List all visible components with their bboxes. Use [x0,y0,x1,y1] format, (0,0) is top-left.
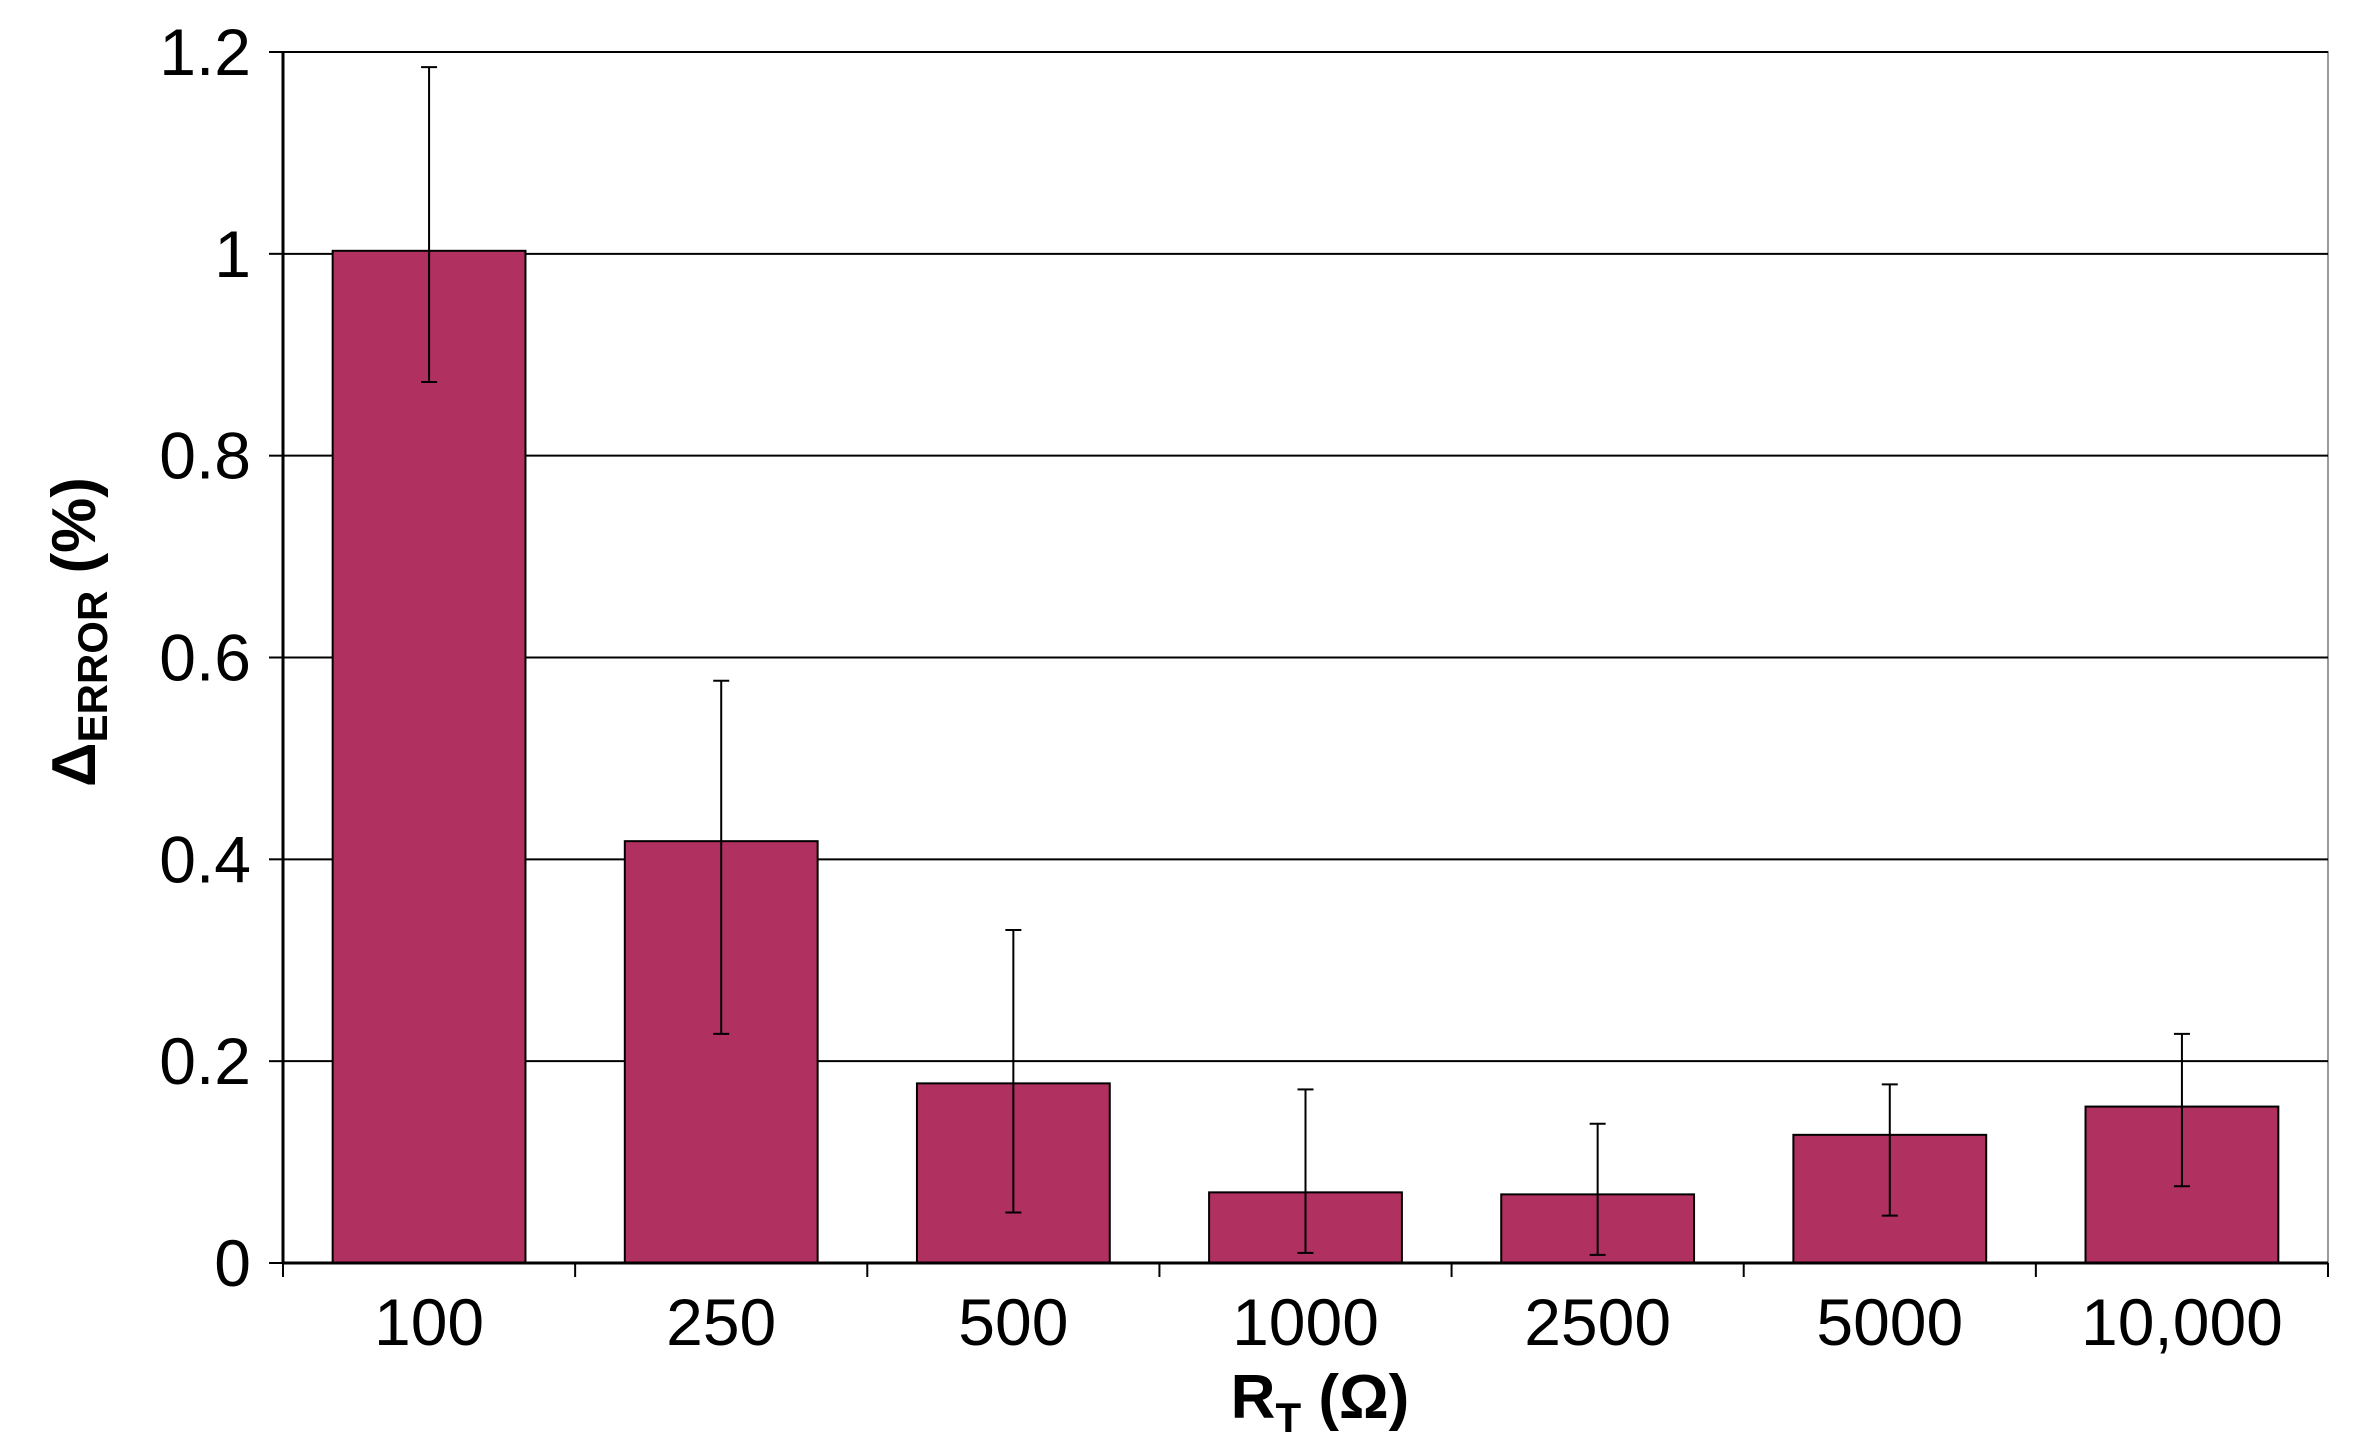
y-tick-label: 0 [214,1226,251,1300]
x-tick-label: 1000 [1232,1285,1379,1359]
x-axis-title: RT (Ω) [1231,1363,1410,1441]
y-tick-label: 0.4 [159,822,251,896]
axes [269,51,2329,1277]
x-tick-label: 500 [958,1285,1068,1359]
gridlines [282,51,2329,1264]
y-tick-label: 0.8 [159,419,251,493]
x-tick-label: 100 [374,1285,484,1359]
x-tick-label: 250 [666,1285,776,1359]
error-bars [421,66,2190,1256]
y-tick-label: 0.2 [159,1024,251,1098]
y-axis-title: ΔERROR (%) [40,477,116,787]
tick-labels: 0 0.2 0.4 0.6 0.8 1 1.2 100 250 500 1000 2500 5000 10… [159,15,2283,1359]
y-tick-label: 1 [214,217,251,291]
y-tick-label: 1.2 [159,15,251,89]
x-tick-label: 2500 [1524,1285,1671,1359]
bar [331,249,527,1264]
x-tick-label: 5000 [1816,1285,1963,1359]
y-tick-label: 0.6 [159,621,251,695]
x-tick-label: 10,000 [2081,1285,2283,1359]
